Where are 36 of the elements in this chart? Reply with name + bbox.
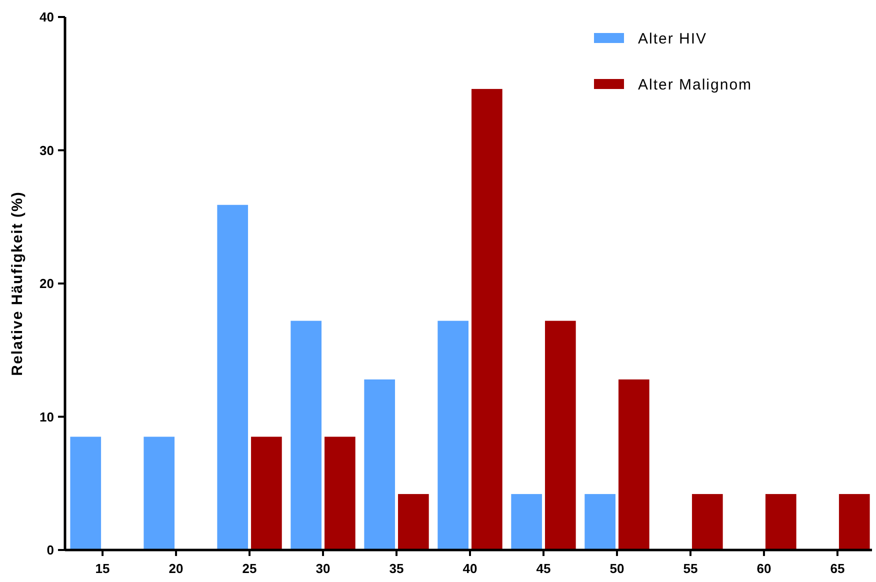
x-tick-label: 60 <box>756 561 772 576</box>
bar <box>692 494 723 550</box>
bar <box>251 436 282 550</box>
y-tick-label: 0 <box>46 542 54 558</box>
y-tick-label: 10 <box>40 409 54 424</box>
y-tick-label: 40 <box>40 10 54 25</box>
bar <box>472 88 502 550</box>
x-tick-label: 65 <box>830 561 845 576</box>
y-tick-label: 30 <box>40 142 54 158</box>
x-tick-label: 30 <box>316 561 330 576</box>
bar <box>217 204 248 550</box>
x-tick-label: 40 <box>462 561 478 576</box>
x-tick-label: 25 <box>242 561 257 576</box>
bar <box>290 320 322 550</box>
x-tick-label: 15 <box>95 561 110 576</box>
bar <box>765 494 796 550</box>
x-tick-label: 20 <box>168 561 184 576</box>
bar <box>70 436 102 550</box>
bar <box>584 494 616 550</box>
bar <box>324 436 356 550</box>
legend-label: Alter HIV <box>638 30 708 48</box>
legend-label: Alter Malignom <box>638 76 752 94</box>
bar <box>364 379 396 550</box>
bar <box>438 320 468 550</box>
bar <box>544 320 576 550</box>
y-tick-label: 20 <box>40 276 54 292</box>
bar <box>618 379 650 550</box>
bar <box>511 494 542 550</box>
y-axis-title: Relative Häufigkeit (%) <box>9 191 26 376</box>
x-tick-label: 55 <box>683 561 698 576</box>
x-tick-label: 50 <box>610 561 624 576</box>
bar <box>398 494 429 550</box>
bar <box>144 436 175 550</box>
x-tick-label: 45 <box>536 561 551 576</box>
x-tick-label: 35 <box>389 561 404 576</box>
bar <box>838 494 870 550</box>
